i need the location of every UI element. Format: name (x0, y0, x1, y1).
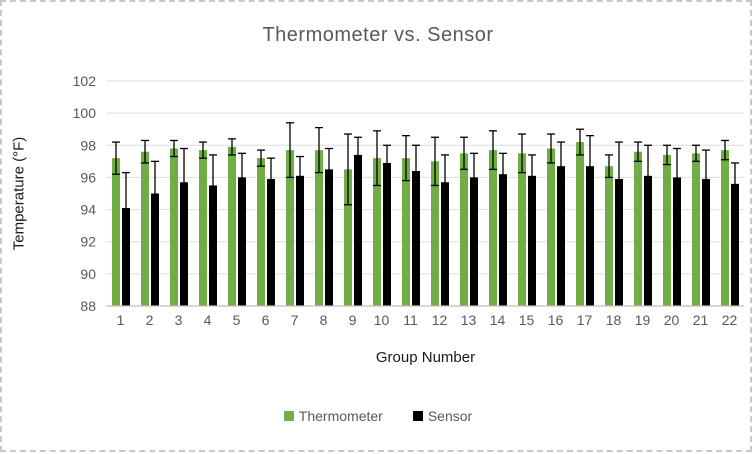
x-axis-title: Group Number (375, 349, 476, 366)
sensor-bar (325, 169, 333, 306)
sensor-bar (557, 166, 565, 306)
sensor-bar (122, 207, 130, 306)
thermometer-bar (576, 142, 584, 306)
sensor-bar (644, 175, 652, 306)
thermometer-bar (547, 148, 555, 306)
thermometer-bar (460, 153, 468, 306)
thermometer-bar (663, 154, 671, 306)
sensor-bar (354, 154, 362, 306)
thermometer-bar (518, 153, 526, 306)
thermometer-bar (373, 158, 381, 306)
thermometer-bar (344, 169, 352, 306)
x-tick-label: 3 (175, 312, 183, 328)
sensor-bar (615, 179, 623, 306)
sensor-bar (296, 175, 304, 306)
x-tick-label: 12 (432, 312, 448, 328)
sensor-bar (209, 185, 217, 306)
thermometer-bar (170, 148, 178, 306)
y-tick-label: 90 (80, 266, 96, 282)
x-tick-label: 15 (519, 312, 535, 328)
x-tick-label: 10 (374, 312, 390, 328)
thermometer-bar (431, 161, 439, 306)
x-tick-label: 4 (204, 312, 212, 328)
legend-item-sensor: Sensor (412, 408, 473, 424)
sensor-bar (180, 182, 188, 306)
x-tick-label: 2 (146, 312, 154, 328)
thermometer-bar (141, 151, 149, 306)
x-tick-label: 22 (722, 312, 738, 328)
thermometer-bar (315, 150, 323, 306)
x-tick-label: 21 (693, 312, 709, 328)
y-tick-label: 100 (73, 105, 97, 121)
thermometer-bar (199, 150, 207, 306)
sensor-bar (441, 182, 449, 306)
sensor-bar (673, 177, 681, 306)
thermometer-bar (257, 158, 265, 306)
x-tick-label: 5 (233, 312, 241, 328)
chart-legend: Thermometer Sensor (2, 408, 752, 424)
sensor-bar (383, 162, 391, 306)
y-tick-label: 94 (80, 202, 96, 218)
thermometer-bar (228, 146, 236, 306)
thermometer-bar (721, 150, 729, 306)
sensor-bar (412, 171, 420, 306)
y-tick-label: 98 (80, 137, 96, 153)
x-tick-label: 13 (461, 312, 477, 328)
sensor-bar (586, 166, 594, 306)
thermometer-bar (489, 150, 497, 306)
x-tick-label: 7 (291, 312, 299, 328)
legend-item-thermometer: Thermometer (283, 408, 383, 424)
x-tick-label: 19 (635, 312, 651, 328)
sensor-bar (238, 177, 246, 306)
x-tick-label: 18 (606, 312, 622, 328)
x-tick-label: 20 (664, 312, 680, 328)
y-tick-label: 102 (73, 73, 97, 89)
sensor-swatch-icon (412, 411, 423, 421)
x-tick-label: 9 (349, 312, 357, 328)
sensor-bar (470, 177, 478, 306)
legend-label-sensor: Sensor (427, 408, 473, 424)
x-tick-label: 14 (490, 312, 506, 328)
thermometer-swatch-icon (283, 411, 294, 421)
legend-label-thermometer: Thermometer (298, 408, 383, 424)
sensor-bar (499, 174, 507, 306)
sensor-bar (267, 179, 275, 306)
sensor-bar (151, 193, 159, 306)
thermometer-bar (286, 150, 294, 306)
x-tick-label: 1 (117, 312, 125, 328)
sensor-bar (528, 175, 536, 306)
y-tick-label: 92 (80, 234, 96, 250)
x-tick-label: 8 (320, 312, 328, 328)
thermometer-bar (605, 166, 613, 306)
thermometer-bar (112, 158, 120, 306)
sensor-bar (702, 179, 710, 306)
x-tick-label: 17 (577, 312, 593, 328)
y-tick-label: 88 (80, 298, 96, 314)
thermometer-bar (692, 153, 700, 306)
sensor-bar (731, 183, 739, 306)
x-tick-label: 16 (548, 312, 564, 328)
thermometer-bar (634, 151, 642, 306)
thermometer-bar (402, 158, 410, 306)
x-tick-label: 11 (403, 312, 418, 328)
x-tick-label: 6 (262, 312, 270, 328)
y-tick-label: 96 (80, 169, 96, 185)
chart-title: Thermometer vs. Sensor (262, 24, 494, 46)
